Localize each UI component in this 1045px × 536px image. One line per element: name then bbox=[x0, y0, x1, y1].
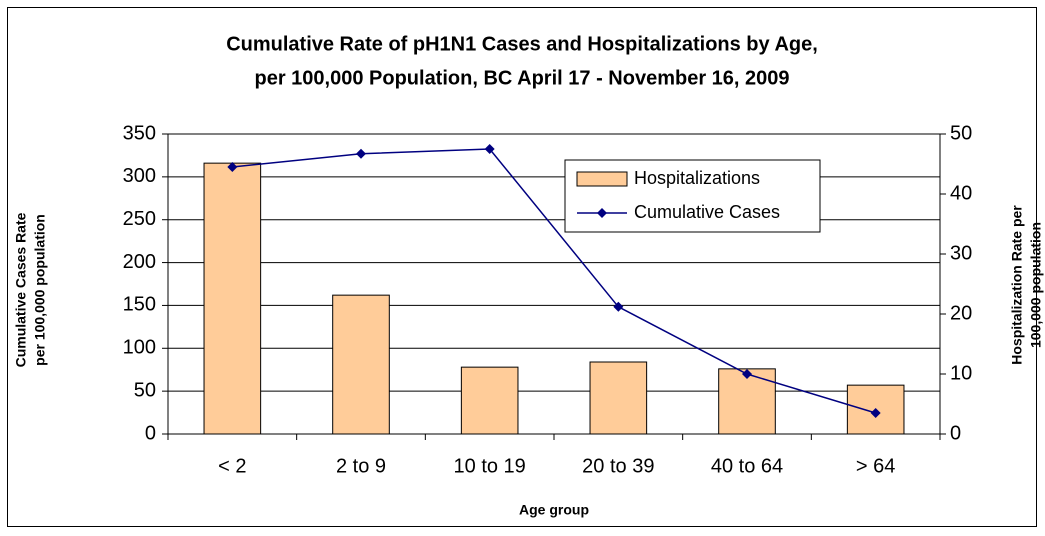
x-tick-label: 2 to 9 bbox=[336, 455, 386, 477]
y-tick-label: 50 bbox=[134, 379, 156, 401]
x-tick-label: < 2 bbox=[218, 455, 246, 477]
x-tick-label: 40 to 64 bbox=[711, 455, 783, 477]
bar bbox=[589, 361, 648, 435]
x-tick-label: 20 to 39 bbox=[582, 455, 654, 477]
y2-tick-label: 50 bbox=[950, 122, 972, 144]
y-axis-title: per 100,000 population bbox=[32, 214, 48, 366]
chart-title: Cumulative Rate of pH1N1 Cases and Hospi… bbox=[226, 33, 818, 55]
marker bbox=[356, 148, 366, 159]
y2-tick-label: 30 bbox=[950, 242, 972, 264]
x-tick-label: 10 to 19 bbox=[454, 455, 526, 477]
y2-axis-title: 100,000 population bbox=[1028, 222, 1044, 348]
bar bbox=[332, 294, 390, 435]
y-tick-label: 150 bbox=[123, 294, 156, 316]
bar bbox=[203, 162, 262, 435]
marker bbox=[870, 408, 881, 418]
chart-border bbox=[7, 7, 1037, 527]
y-tick-label: 100 bbox=[123, 337, 156, 359]
y-tick-label: 300 bbox=[123, 165, 156, 187]
marker bbox=[227, 162, 238, 172]
y-tick-label: 250 bbox=[123, 208, 156, 230]
y2-tick-label: 10 bbox=[950, 362, 972, 384]
y-tick-label: 200 bbox=[123, 251, 156, 273]
line bbox=[232, 148, 876, 414]
y2-tick-label: 20 bbox=[950, 302, 972, 324]
x-tick-label: > 64 bbox=[856, 455, 895, 477]
marker bbox=[484, 144, 495, 154]
y2-tick-label: 40 bbox=[950, 182, 972, 204]
x-axis-title: Age group bbox=[519, 502, 589, 518]
y-tick-label: 350 bbox=[123, 122, 156, 144]
marker bbox=[613, 301, 624, 312]
legend-label: Cumulative Cases bbox=[634, 202, 780, 222]
marker bbox=[742, 369, 752, 379]
legend-marker bbox=[597, 208, 607, 218]
chart-title: per 100,000 Population, BC April 17 - No… bbox=[254, 67, 789, 89]
y2-tick-label: 0 bbox=[950, 422, 961, 444]
legend-label: Hospitalizations bbox=[634, 168, 760, 188]
y2-axis-title: Hospitalization Rate per bbox=[1009, 205, 1025, 365]
y-tick-label: 0 bbox=[145, 422, 156, 444]
legend-swatch bbox=[576, 171, 628, 187]
y-axis-title: Cumulative Cases Rate bbox=[13, 212, 29, 367]
bar bbox=[460, 366, 519, 435]
